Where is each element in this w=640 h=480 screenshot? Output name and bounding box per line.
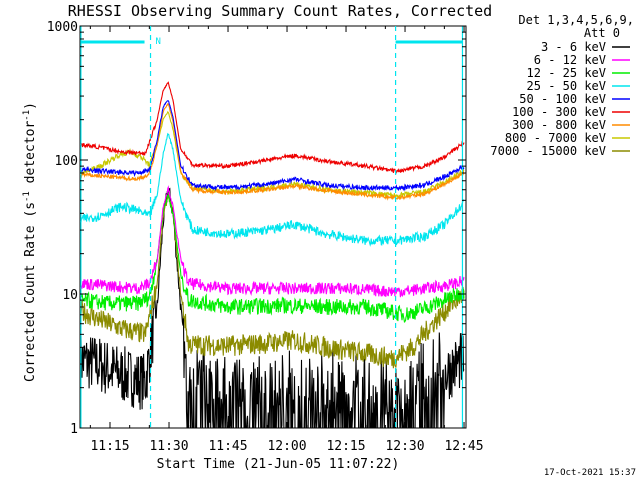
series-line-7	[80, 103, 465, 201]
series-line-4	[79, 185, 465, 298]
y-axis-label-start: Corrected Count Rate (s	[23, 202, 38, 382]
series-line-2	[79, 194, 465, 369]
night-marker-label: N	[156, 37, 161, 47]
series-line-1	[79, 187, 465, 429]
x-tick-label-3: 12:00	[267, 439, 306, 454]
y-axis-label: Corrected Count Rate (s-1 detector-1)	[22, 102, 38, 382]
series-line-8	[79, 100, 465, 192]
series-line-3	[80, 194, 465, 323]
y-tick-label-0: 1	[70, 422, 78, 437]
x-tick-label-6: 12:45	[444, 439, 483, 454]
x-tick-label-5: 12:30	[385, 439, 424, 454]
x-tick-label-1: 11:30	[149, 439, 188, 454]
x-axis-label: Start Time (21-Jun-05 11:07:22)	[157, 457, 400, 472]
y-axis-label-end: )	[23, 102, 38, 110]
legend-label-5: 50 - 100 keV	[519, 92, 606, 106]
series-line-5	[80, 132, 465, 247]
legend-header-line-1: Det 1,3,4,5,6,9,	[518, 13, 634, 27]
y-axis-label-sup1: -1	[22, 191, 32, 202]
series-line-9	[80, 81, 465, 175]
legend-label-7: 300 - 800 keV	[512, 118, 606, 132]
legend-label-2: 6 - 12 keV	[534, 53, 606, 67]
legend-label-3: 12 - 25 keV	[527, 66, 606, 80]
y-tick-label-2: 100	[55, 154, 78, 169]
x-tick-label-0: 11:15	[90, 439, 129, 454]
legend-label-6: 100 - 300 keV	[512, 105, 606, 119]
legend-label-1: 3 - 6 keV	[541, 40, 606, 54]
x-tick-label-4: 12:15	[326, 439, 365, 454]
legend-header-line-2: Att 0	[584, 26, 620, 40]
y-tick-label-3: 1000	[47, 20, 78, 35]
y-axis-label-sup2: -1	[22, 110, 32, 121]
chart-title: RHESSI Observing Summary Count Rates, Co…	[68, 2, 492, 20]
legend-label-4: 25 - 50 keV	[527, 79, 606, 93]
y-tick-label-1: 10	[62, 288, 78, 303]
y-axis-label-mid: detector	[23, 121, 38, 192]
plot-area: N 11:15 11:30 11:45 12:00 12:15 12:30 12:45 1 10 1…	[47, 20, 484, 454]
legend-label-8: 800 - 7000 keV	[505, 131, 606, 145]
x-tick-label-2: 11:45	[208, 439, 247, 454]
legend-label-9: 7000 - 15000 keV	[490, 144, 606, 158]
footer-date: 17-Oct-2021 15:37	[544, 468, 636, 478]
